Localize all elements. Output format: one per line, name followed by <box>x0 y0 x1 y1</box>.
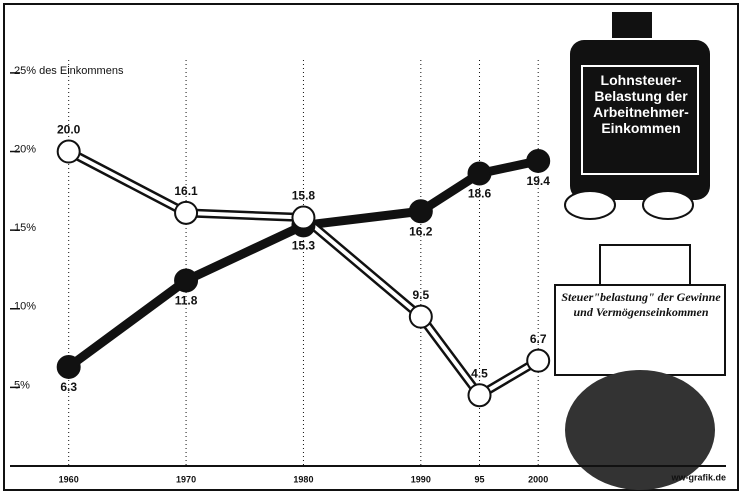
legend-entry: Lohnsteuer-Belastung der Arbeitnehmer-Ei… <box>585 72 697 136</box>
marker <box>175 269 197 291</box>
gift-illustration <box>555 245 725 490</box>
marker <box>58 356 80 378</box>
y-tick-label: 10% <box>14 301 36 313</box>
data-label: 18.6 <box>468 187 492 201</box>
page: ww-grafik.de 1960 1970 1980 1990 95 2000 5% 10%… <box>0 0 742 494</box>
data-label: 15.3 <box>292 239 316 253</box>
data-label: 9.5 <box>412 288 429 302</box>
y-tick-label: 5% <box>14 379 30 391</box>
marker <box>469 384 491 406</box>
data-label: 4.5 <box>471 366 488 380</box>
x-tick-label: 1980 <box>293 474 313 484</box>
data-label: 6.3 <box>60 380 77 394</box>
data-label: 11.8 <box>175 294 198 308</box>
marker <box>527 350 549 372</box>
data-label: 16.2 <box>409 224 433 238</box>
data-label: 15.8 <box>292 189 316 203</box>
x-tick-label: 95 <box>475 474 485 484</box>
source: ww-grafik.de <box>670 472 726 482</box>
marker <box>527 150 549 172</box>
y-tick-label: 20% <box>14 143 36 155</box>
y-tick-label: 25% des Einkommens <box>14 65 124 77</box>
marker <box>58 141 80 163</box>
data-label: 19.4 <box>527 174 551 188</box>
marker <box>292 207 314 229</box>
data-label: 16.1 <box>174 184 198 198</box>
marker <box>175 202 197 224</box>
legend-entry: Steuer"belastung" der Gewinne und Vermög… <box>560 290 722 320</box>
marker <box>410 200 432 222</box>
x-tick-label: 1990 <box>411 474 431 484</box>
marker <box>469 163 491 185</box>
y-tick-label: 15% <box>14 222 36 234</box>
marker <box>410 306 432 328</box>
x-tick-label: 1970 <box>176 474 196 484</box>
x-tick-label: 1960 <box>59 474 79 484</box>
data-label: 6.7 <box>530 332 547 346</box>
data-label: 20.0 <box>57 123 81 137</box>
x-tick-label: 2000 <box>528 474 548 484</box>
